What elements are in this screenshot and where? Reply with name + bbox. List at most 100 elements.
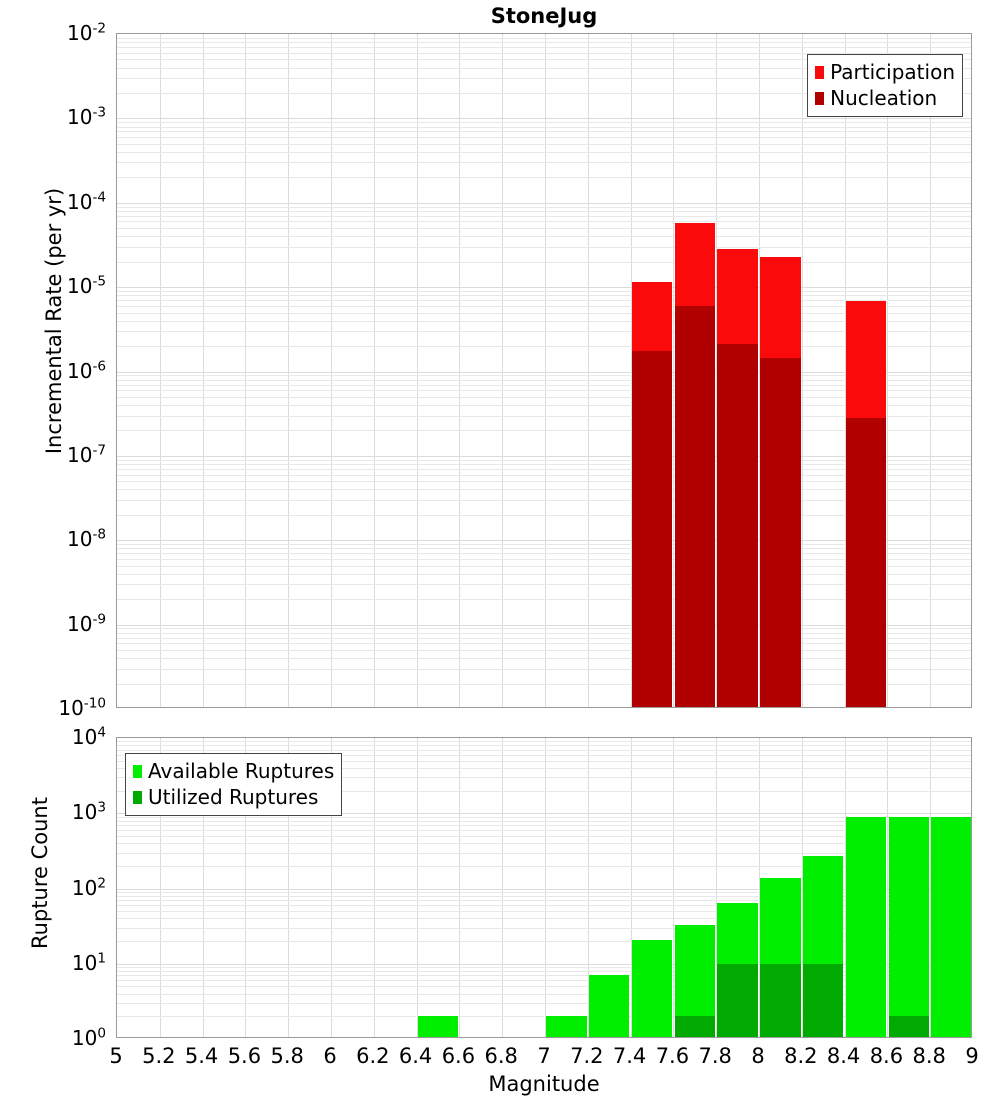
gridline-horizontal-minor	[117, 632, 971, 634]
gridline-vertical	[930, 738, 932, 1037]
bar-nucleation	[845, 418, 887, 707]
bars-bottom	[117, 738, 971, 1037]
gridline-horizontal-minor	[117, 390, 971, 392]
gridline-horizontal-minor	[117, 767, 971, 769]
bar-nucleation	[631, 350, 673, 707]
bar-available-ruptures	[888, 816, 929, 1037]
gridline-horizontal-minor	[117, 993, 971, 995]
gridline-horizontal-minor	[117, 553, 971, 555]
gridline-vertical	[930, 34, 932, 707]
gridline-horizontal-minor	[117, 891, 971, 893]
y-axis-tick-label: 101	[71, 950, 106, 975]
gridline-horizontal-minor	[117, 584, 971, 586]
gridline-horizontal-minor	[117, 514, 971, 516]
gridline-horizontal-major	[117, 540, 971, 542]
gridline-horizontal-major	[117, 888, 971, 890]
gridline-horizontal-minor	[117, 300, 971, 302]
x-axis-tick-label: 8.6	[869, 1044, 904, 1068]
rupture-count-panel: Available Ruptures Utilized Ruptures	[116, 737, 972, 1038]
gridline-vertical	[801, 738, 803, 1037]
gridline-horizontal-minor	[117, 384, 971, 386]
gridline-vertical	[759, 738, 760, 1037]
grid-top	[117, 34, 971, 707]
gridline-vertical	[887, 34, 889, 707]
gridline-vertical	[673, 738, 675, 1037]
gridline-horizontal-minor	[117, 820, 971, 822]
gridline-vertical	[459, 34, 461, 707]
gridline-horizontal-minor	[117, 637, 971, 639]
gridline-horizontal-minor	[117, 430, 971, 432]
gridline-horizontal-minor	[117, 47, 971, 49]
x-axis-tick-label: 7.2	[570, 1044, 604, 1068]
y-axis-tick-label: 10-4	[66, 189, 106, 214]
gridline-vertical	[373, 34, 375, 707]
legend-label-utilized-ruptures: Utilized Ruptures	[148, 785, 319, 809]
gridline-horizontal-minor	[117, 405, 971, 407]
gridline-horizontal-minor	[117, 320, 971, 322]
gridline-horizontal-major	[117, 624, 971, 626]
gridline-vertical	[416, 34, 418, 707]
gridline-horizontal-minor	[117, 92, 971, 94]
gridline-horizontal-minor	[117, 745, 971, 747]
bar-nucleation	[717, 344, 758, 707]
gridline-horizontal-minor	[117, 137, 971, 139]
bar-nucleation	[674, 305, 715, 707]
y-axis-tick-label: 10-10	[58, 695, 106, 720]
legend-item-participation: Participation	[815, 59, 955, 85]
gridline-vertical	[202, 738, 204, 1037]
gridline-horizontal-minor	[117, 396, 971, 398]
gridline-vertical	[459, 738, 461, 1037]
x-axis-tick-label: 6.2	[356, 1044, 390, 1068]
gridline-horizontal-minor	[117, 295, 971, 297]
y-axis-label-bottom: Rupture Count	[28, 797, 52, 949]
gridline-horizontal-minor	[117, 67, 971, 69]
y-axis-label-top: Incremental Rate (per yr)	[42, 187, 66, 455]
gridline-horizontal-minor	[117, 151, 971, 153]
gridline-horizontal-minor	[117, 78, 971, 80]
gridline-horizontal-minor	[117, 941, 971, 943]
gridline-horizontal-minor	[117, 206, 971, 208]
gridline-horizontal-minor	[117, 246, 971, 248]
legend-label-participation: Participation	[830, 60, 955, 84]
gridline-horizontal-minor	[117, 489, 971, 491]
gridline-horizontal-major	[117, 202, 971, 204]
gridline-horizontal-minor	[117, 236, 971, 238]
bars-top	[117, 34, 971, 707]
gridline-horizontal-minor	[117, 658, 971, 660]
gridline-horizontal-minor	[117, 777, 971, 779]
gridline-vertical	[759, 34, 760, 707]
gridline-horizontal-major	[117, 455, 971, 457]
bar-utilized-ruptures	[888, 1016, 929, 1037]
x-axis-tick-label: 7.8	[698, 1044, 732, 1068]
gridline-horizontal-minor	[117, 599, 971, 601]
gridline-horizontal-minor	[117, 379, 971, 381]
grid-bottom	[117, 738, 971, 1037]
gridline-horizontal-minor	[117, 852, 971, 854]
gridline-horizontal-minor	[117, 131, 971, 133]
gridline-vertical	[673, 34, 675, 707]
gridline-horizontal-minor	[117, 261, 971, 263]
gridline-horizontal-minor	[117, 816, 971, 818]
gridline-horizontal-minor	[117, 749, 971, 751]
gridline-horizontal-minor	[117, 122, 971, 124]
y-axis-tick-label: 102	[71, 874, 106, 900]
bar-available-ruptures	[589, 975, 630, 1037]
gridline-horizontal-minor	[117, 52, 971, 54]
gridline-vertical	[202, 34, 204, 707]
gridline-vertical	[844, 34, 846, 707]
gridline-horizontal-minor	[117, 741, 971, 743]
gridline-horizontal-minor	[117, 162, 971, 164]
gridline-horizontal-minor	[117, 918, 971, 920]
legend-swatch-utilized-ruptures	[133, 790, 142, 804]
gridline-vertical	[288, 738, 290, 1037]
incremental-rate-panel: Participation Nucleation	[116, 33, 972, 708]
gridline-horizontal-minor	[117, 565, 971, 567]
x-axis-tick-label: 5	[109, 1044, 123, 1068]
x-axis-tick-label: 5.8	[270, 1044, 304, 1068]
gridline-horizontal-minor	[117, 573, 971, 575]
x-axis-tick-label: 8	[751, 1044, 765, 1068]
gridline-vertical	[502, 738, 504, 1037]
gridline-horizontal-minor	[117, 980, 971, 982]
legend-rupture-count: Available Ruptures Utilized Ruptures	[125, 753, 343, 816]
